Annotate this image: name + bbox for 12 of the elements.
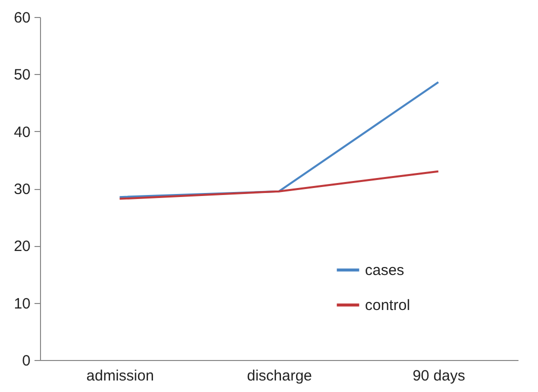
x-tick-label: admission: [86, 368, 154, 384]
y-tick-label: 60: [14, 10, 30, 26]
y-tick-label: 30: [14, 181, 30, 198]
y-tick-label: 0: [22, 352, 30, 370]
y-tick-label: 50: [14, 66, 30, 84]
y-tick-label: 20: [14, 238, 30, 256]
legend-label: cases: [365, 262, 404, 279]
x-tick-label: 90 days: [412, 368, 466, 384]
y-tick-label: 40: [14, 124, 30, 141]
y-tick-label: 10: [14, 295, 30, 312]
legend-label: control: [365, 297, 410, 314]
x-tick-label: discharge: [246, 368, 312, 384]
